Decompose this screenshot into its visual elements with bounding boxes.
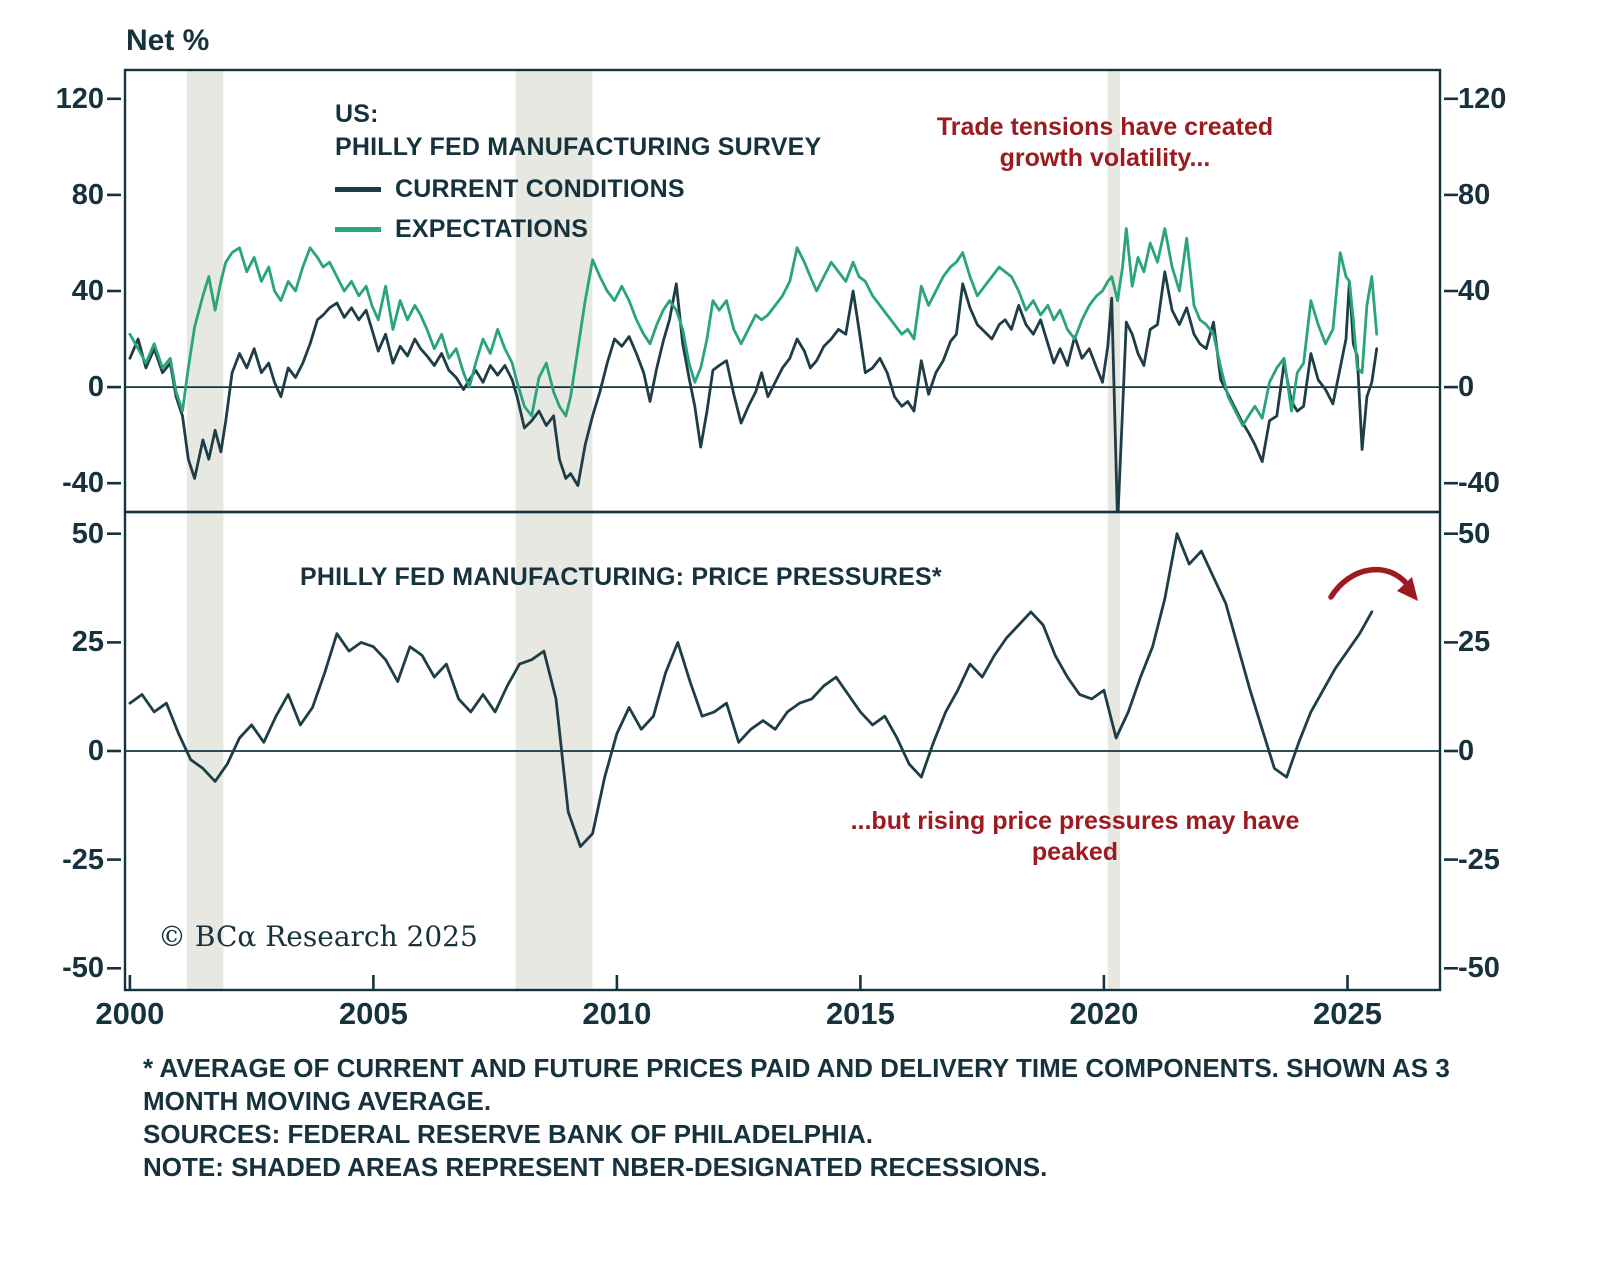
footnote-line-4: NOTE: SHADED AREAS REPRESENT NBER-DESIGN… bbox=[143, 1152, 1048, 1182]
series-line bbox=[128, 532, 1374, 848]
y-axis-tick-label-left: 40 bbox=[71, 275, 104, 307]
y-axis-tick-label-left: 0 bbox=[87, 735, 104, 767]
x-axis-tick-label: 2000 bbox=[95, 996, 165, 1031]
current-conditions-line-swatch bbox=[335, 187, 381, 192]
y-axis-tick-label-right: -40 bbox=[1458, 467, 1500, 500]
y-axis-tick-label-right: 50 bbox=[1458, 517, 1491, 550]
series-line bbox=[128, 270, 1379, 512]
footnote-line-3: SOURCES: FEDERAL RESERVE BANK OF PHILADE… bbox=[143, 1119, 874, 1149]
y-axis-tick-label-left: 80 bbox=[71, 178, 104, 211]
recession-band bbox=[515, 70, 593, 512]
y-axis-tick-label-right: -50 bbox=[1458, 952, 1500, 985]
legend-item-current-conditions: CURRENT CONDITIONS bbox=[335, 175, 821, 204]
legend-label-expectations: EXPECTATIONS bbox=[395, 215, 589, 243]
y-axis-tick-label-left: 0 bbox=[87, 371, 104, 404]
y-axis-tick-label-right: 25 bbox=[1458, 626, 1491, 659]
y-axis-tick-label-left: -25 bbox=[62, 843, 104, 876]
expectations-line-swatch bbox=[335, 227, 381, 232]
y-axis-tick-label-left: -40 bbox=[62, 467, 104, 500]
y-axis-tick-label-right: 0 bbox=[1458, 371, 1475, 404]
footnotes: * AVERAGE OF CURRENT AND FUTURE PRICES P… bbox=[143, 1052, 1450, 1184]
y-axis-tick-label-left: 50 bbox=[71, 517, 104, 550]
bottom-panel-title: PHILLY FED MANUFACTURING: PRICE PRESSURE… bbox=[300, 563, 942, 591]
annotation-price-pressures-peaked: ...but rising price pressures may have p… bbox=[850, 807, 1300, 866]
x-axis-tick-label: 2025 bbox=[1312, 996, 1382, 1031]
series-line bbox=[128, 227, 1379, 427]
x-axis-tick-label: 2020 bbox=[1069, 996, 1139, 1031]
y-axis-tick-label-left: 120 bbox=[55, 82, 104, 115]
y-axis-tick-label-right: 80 bbox=[1458, 178, 1491, 211]
red-arrowhead bbox=[1397, 577, 1418, 601]
y-axis-unit-label: Net % bbox=[126, 24, 210, 57]
legend-title-line2: PHILLY FED MANUFACTURING SURVEY bbox=[335, 133, 822, 161]
y-axis-tick-label-left: 25 bbox=[71, 626, 104, 659]
x-axis-tick-label: 2005 bbox=[338, 996, 408, 1031]
footnote-line-2: MONTH MOVING AVERAGE. bbox=[143, 1086, 492, 1116]
x-axis-tick-label: 2015 bbox=[825, 996, 895, 1031]
y-axis-tick-label-right: 120 bbox=[1458, 82, 1507, 115]
panel-border bbox=[123, 510, 1442, 992]
legend: US: PHILLY FED MANUFACTURING SURVEY CURR… bbox=[335, 98, 821, 244]
legend-title-line1: US: bbox=[335, 100, 379, 128]
y-axis-tick-label-right: 40 bbox=[1458, 275, 1491, 307]
y-axis-tick-label-right: -25 bbox=[1458, 843, 1500, 876]
red-curved-arrow bbox=[1328, 566, 1413, 600]
x-axis-tick-label: 2010 bbox=[582, 996, 652, 1031]
y-axis-tick-label-left: -50 bbox=[62, 952, 104, 985]
y-axis-tick-label-right: 0 bbox=[1458, 735, 1475, 767]
legend-item-expectations: EXPECTATIONS bbox=[335, 215, 821, 244]
bca-research-watermark: © BCα Research 2025 bbox=[158, 920, 478, 953]
footnote-line-1: * AVERAGE OF CURRENT AND FUTURE PRICES P… bbox=[143, 1053, 1450, 1083]
legend-label-current-conditions: CURRENT CONDITIONS bbox=[395, 175, 685, 203]
annotation-trade-tensions: Trade tensions have created growth volat… bbox=[936, 113, 1274, 172]
